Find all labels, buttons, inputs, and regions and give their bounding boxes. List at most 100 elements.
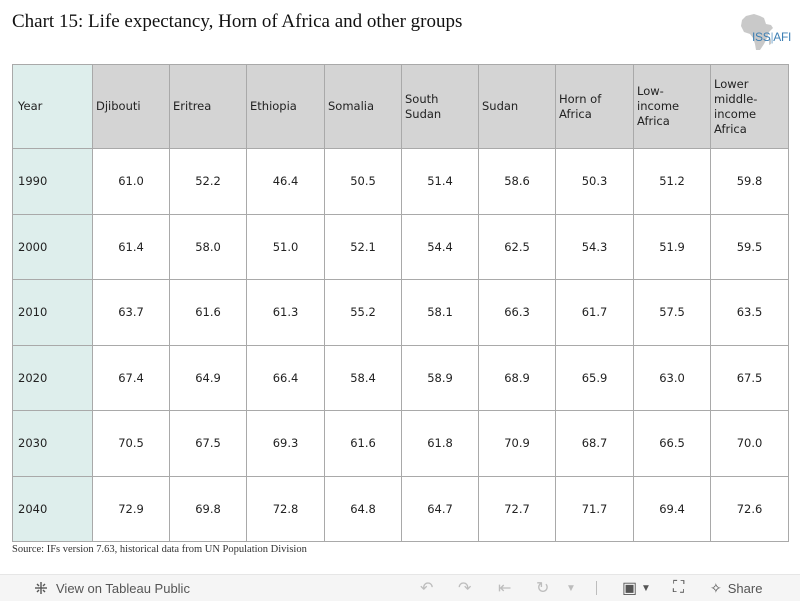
year-cell: 2030 xyxy=(12,410,93,477)
value-cell: 69.3 xyxy=(246,410,325,477)
tableau-toolbar: View on Tableau Public ↶ ↷ ⇤ ↻ ▼ ▣ ▼ ⛶ ✧… xyxy=(0,574,800,601)
view-on-tableau-label: View on Tableau Public xyxy=(56,580,190,596)
value-cell: 50.3 xyxy=(555,148,634,215)
toolbar-divider xyxy=(596,581,597,595)
logo-suffix-text: AFI xyxy=(773,30,792,44)
value-cell: 72.8 xyxy=(246,475,325,542)
year-cell: 2010 xyxy=(12,279,93,346)
column-header: Djibouti xyxy=(92,64,170,149)
value-cell: 68.7 xyxy=(555,410,634,477)
value-cell: 52.1 xyxy=(324,213,402,280)
value-cell: 67.5 xyxy=(169,410,247,477)
value-cell: 61.6 xyxy=(324,410,402,477)
value-cell: 57.5 xyxy=(633,279,711,346)
column-header: Horn of Africa xyxy=(555,64,634,149)
table-row: 2020 67.4 64.9 66.4 58.4 58.9 68.9 65.9 63.0 67.5 xyxy=(12,344,789,411)
table-header-row: Year Djibouti Eritrea Ethiopia Somalia S… xyxy=(12,64,789,149)
value-cell: 66.4 xyxy=(246,344,325,411)
table-row: 1990 61.0 52.2 46.4 50.5 51.4 58.6 50.3 51.2 59.8 xyxy=(12,148,789,215)
table-body: 1990 61.0 52.2 46.4 50.5 51.4 58.6 50.3 51.2 59.8… xyxy=(12,148,789,542)
value-cell: 58.4 xyxy=(324,344,402,411)
value-cell: 67.4 xyxy=(92,344,170,411)
value-cell: 46.4 xyxy=(246,148,325,215)
share-label: Share xyxy=(727,580,763,596)
value-cell: 70.0 xyxy=(710,410,789,477)
value-cell: 63.7 xyxy=(92,279,170,346)
column-header: Low- income Africa xyxy=(633,64,711,149)
value-cell: 58.0 xyxy=(169,213,247,280)
value-cell: 72.9 xyxy=(92,475,170,542)
value-cell: 51.4 xyxy=(401,148,479,215)
download-dropdown-icon[interactable]: ▼ xyxy=(641,582,651,594)
value-cell: 51.9 xyxy=(633,213,711,280)
undo-icon[interactable]: ↶ xyxy=(420,580,434,597)
year-cell: 2000 xyxy=(12,213,93,280)
value-cell: 61.4 xyxy=(92,213,170,280)
value-cell: 51.2 xyxy=(633,148,711,215)
column-header: Eritrea xyxy=(169,64,247,149)
fullscreen-icon[interactable]: ⛶ xyxy=(673,579,685,596)
table-row: 2030 70.5 67.5 69.3 61.6 61.8 70.9 68.7 66.5 70.0 xyxy=(12,410,789,477)
column-header: Sudan xyxy=(478,64,556,149)
value-cell: 72.7 xyxy=(478,475,556,542)
value-cell: 71.7 xyxy=(555,475,634,542)
value-cell: 61.7 xyxy=(555,279,634,346)
value-cell: 58.6 xyxy=(478,148,556,215)
value-cell: 61.6 xyxy=(169,279,247,346)
value-cell: 58.9 xyxy=(401,344,479,411)
year-cell: 2040 xyxy=(12,475,93,542)
value-cell: 64.7 xyxy=(401,475,479,542)
value-cell: 69.4 xyxy=(633,475,711,542)
value-cell: 65.9 xyxy=(555,344,634,411)
value-cell: 63.0 xyxy=(633,344,711,411)
column-header: Year xyxy=(12,64,93,149)
value-cell: 62.5 xyxy=(478,213,556,280)
value-cell: 61.3 xyxy=(246,279,325,346)
refresh-dropdown-icon[interactable]: ▼ xyxy=(566,582,576,594)
column-header: South Sudan xyxy=(401,64,479,149)
value-cell: 70.5 xyxy=(92,410,170,477)
value-cell: 58.1 xyxy=(401,279,479,346)
value-cell: 63.5 xyxy=(710,279,789,346)
value-cell: 52.2 xyxy=(169,148,247,215)
year-cell: 1990 xyxy=(12,148,93,215)
year-cell: 2020 xyxy=(12,344,93,411)
value-cell: 68.9 xyxy=(478,344,556,411)
value-cell: 54.3 xyxy=(555,213,634,280)
value-cell: 51.0 xyxy=(246,213,325,280)
value-cell: 61.8 xyxy=(401,410,479,477)
value-cell: 69.8 xyxy=(169,475,247,542)
source-note: Source: IFs version 7.63, historical dat… xyxy=(12,544,307,555)
value-cell: 70.9 xyxy=(478,410,556,477)
logo-brand-text: ISS xyxy=(752,30,771,44)
value-cell: 64.9 xyxy=(169,344,247,411)
download-icon[interactable]: ▣ xyxy=(622,580,638,597)
revert-icon[interactable]: ⇤ xyxy=(498,580,512,597)
tableau-logo-icon xyxy=(35,582,47,594)
table-row: 2010 63.7 61.6 61.3 55.2 58.1 66.3 61.7 57.5 63.5 xyxy=(12,279,789,346)
value-cell: 50.5 xyxy=(324,148,402,215)
value-cell: 55.2 xyxy=(324,279,402,346)
value-cell: 66.3 xyxy=(478,279,556,346)
africa-map-icon xyxy=(741,14,773,50)
redo-icon[interactable]: ↷ xyxy=(458,580,472,597)
chart-title: Chart 15: Life expectancy, Horn of Afric… xyxy=(12,11,463,32)
column-header: Lower middle-income Africa xyxy=(710,64,789,149)
data-table: Year Djibouti Eritrea Ethiopia Somalia S… xyxy=(12,64,789,542)
iss-afi-logo: ISS|AFI xyxy=(738,12,792,54)
value-cell: 54.4 xyxy=(401,213,479,280)
value-cell: 59.5 xyxy=(710,213,789,280)
value-cell: 72.6 xyxy=(710,475,789,542)
value-cell: 67.5 xyxy=(710,344,789,411)
value-cell: 64.8 xyxy=(324,475,402,542)
table-row: 2000 61.4 58.0 51.0 52.1 54.4 62.5 54.3 51.9 59.5 xyxy=(12,213,789,280)
share-button[interactable]: ✧ Share xyxy=(710,575,762,601)
value-cell: 61.0 xyxy=(92,148,170,215)
value-cell: 59.8 xyxy=(710,148,789,215)
refresh-icon[interactable]: ↻ xyxy=(536,580,550,597)
column-header: Somalia xyxy=(324,64,402,149)
view-on-tableau-link[interactable]: View on Tableau Public xyxy=(34,575,190,601)
value-cell: 66.5 xyxy=(633,410,711,477)
table-row: 2040 72.9 69.8 72.8 64.8 64.7 72.7 71.7 69.4 72.6 xyxy=(12,475,789,542)
column-header: Ethiopia xyxy=(246,64,325,149)
